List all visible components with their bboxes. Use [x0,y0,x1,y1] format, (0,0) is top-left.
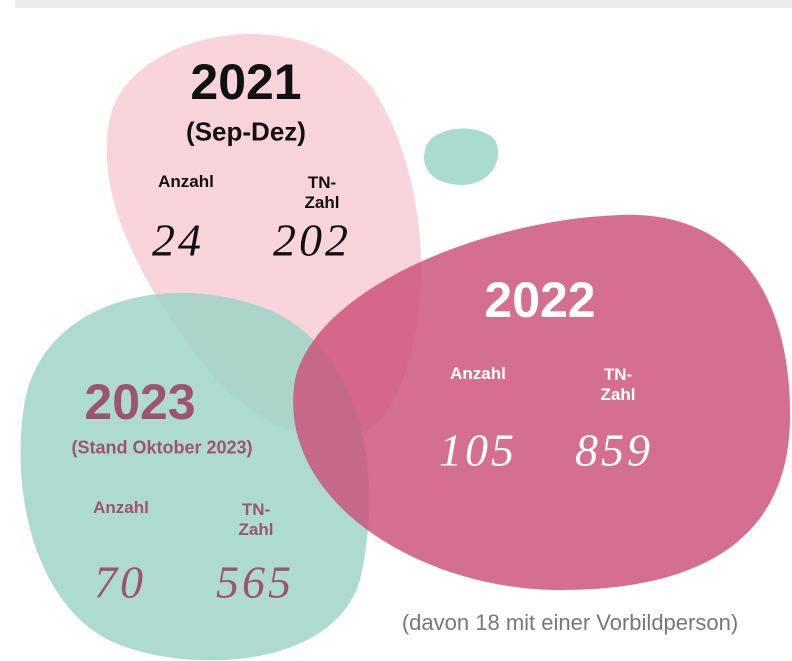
participants-label: TN-Zahl [600,365,636,404]
year: 2021 [190,54,302,110]
note: (davon 18 mit einer Vorbildperson) [401,610,739,635]
top-bar [15,0,792,8]
count-label: Anzahl [93,498,149,517]
subtitle: (Stand Oktober 2023) [71,437,253,458]
count-label: Anzahl [450,364,506,383]
participants-label: TN-Zahl [238,500,274,539]
participants-value: 565 [216,556,294,608]
participants-value: 859 [575,424,653,476]
teal-small-blob [424,128,499,185]
count-label: Anzahl [158,172,214,191]
count-value: 105 [439,424,517,476]
participants-value: 202 [273,214,351,266]
year: 2023 [84,374,196,430]
teal-blob [20,292,370,661]
year: 2022 [484,272,596,328]
magenta-blob [293,214,791,590]
count-value: 70 [94,556,146,608]
participants-label: TN-Zahl [304,173,340,212]
count-value: 24 [152,214,204,266]
subtitle: (Sep-Dez) [186,116,306,147]
